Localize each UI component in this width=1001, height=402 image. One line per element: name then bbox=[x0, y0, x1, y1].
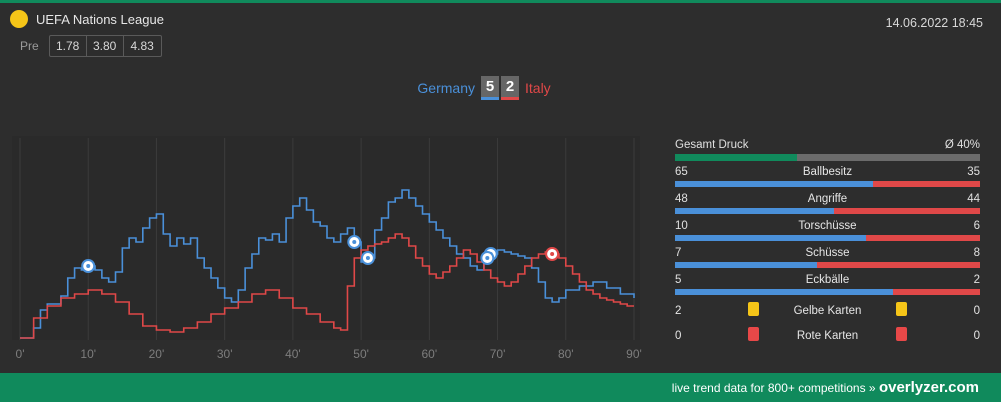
odds-box: 1.78 3.80 4.83 bbox=[48, 35, 162, 57]
away-score: 2 bbox=[501, 76, 519, 100]
x-tick-label: 20' bbox=[149, 347, 165, 361]
stat-away-value: 35 bbox=[967, 166, 980, 178]
x-tick-label: 60' bbox=[422, 347, 438, 361]
goal-ball-center bbox=[485, 256, 490, 260]
footer-text[interactable]: live trend data for 800+ competitions » … bbox=[672, 379, 979, 396]
league-name: UEFA Nations League bbox=[36, 11, 164, 27]
stat-home-value: 48 bbox=[675, 193, 688, 205]
stat-away-value: 8 bbox=[973, 247, 980, 259]
red-card-icon bbox=[748, 327, 759, 341]
yellow-card-icon bbox=[748, 302, 759, 316]
league-header: UEFA Nations League bbox=[10, 10, 164, 28]
stat-bar-home bbox=[675, 289, 893, 295]
odds-label: Pre bbox=[20, 39, 39, 53]
footer-banner[interactable]: live trend data for 800+ competitions » … bbox=[0, 373, 1001, 402]
stat-bar-home bbox=[675, 181, 874, 187]
stat-bar-away bbox=[892, 289, 980, 295]
odds-away[interactable]: 4.83 bbox=[130, 39, 154, 53]
stat-bar-home bbox=[675, 208, 835, 214]
card-away-value: 0 bbox=[973, 305, 980, 317]
stat-row: 10 6 Torschüsse bbox=[675, 219, 980, 246]
x-tick-label: 30' bbox=[217, 347, 233, 361]
goal-ball-center bbox=[86, 264, 91, 268]
scoreboard: Germany 5 2 Italy bbox=[0, 76, 1001, 104]
stat-bar-home bbox=[675, 262, 818, 268]
card-away-value: 0 bbox=[973, 330, 980, 342]
stat-bar bbox=[675, 181, 980, 187]
stat-name: Eckbälle bbox=[805, 274, 850, 286]
stat-home-value: 65 bbox=[675, 166, 688, 178]
away-team-name: Italy bbox=[525, 80, 551, 96]
stat-bar-away bbox=[865, 235, 980, 241]
card-home-value: 0 bbox=[675, 330, 682, 342]
stat-home-value: 7 bbox=[675, 247, 682, 259]
stat-row: 65 35 Ballbesitz bbox=[675, 165, 980, 192]
x-tick-label: 0' bbox=[16, 347, 25, 361]
stat-name: Torschüsse bbox=[798, 220, 857, 232]
stat-bar bbox=[675, 235, 980, 241]
stat-row: 7 8 Schüsse bbox=[675, 246, 980, 273]
stat-bar-away bbox=[834, 208, 980, 214]
card-home-value: 2 bbox=[675, 305, 682, 317]
stat-home-value: 10 bbox=[675, 220, 688, 232]
goal-ball-center bbox=[365, 256, 370, 260]
stat-bar-away bbox=[873, 181, 980, 187]
x-tick-label: 10' bbox=[80, 347, 96, 361]
trend-chart: 0' 10' 20' 30' 40' 50' 60' 70' 80' 90' bbox=[12, 136, 642, 361]
stat-bar bbox=[675, 208, 980, 214]
stat-bar-home bbox=[675, 235, 866, 241]
stat-name: Angriffe bbox=[807, 193, 848, 205]
stat-bar-away bbox=[817, 262, 980, 268]
odds-home[interactable]: 1.78 bbox=[50, 36, 87, 56]
stat-row: 5 2 Eckbälle bbox=[675, 273, 980, 300]
stat-bar bbox=[675, 289, 980, 295]
goal-ball-center bbox=[550, 252, 555, 256]
odds-draw[interactable]: 3.80 bbox=[87, 36, 124, 56]
card-row: 0 Rote Karten 0 bbox=[675, 325, 980, 350]
pressure-value: Ø 40% bbox=[944, 139, 980, 151]
pressure-label: Gesamt Druck bbox=[675, 139, 749, 151]
match-datetime: 14.06.2022 18:45 bbox=[885, 16, 983, 30]
footer-tagline: live trend data for 800+ competitions » bbox=[671, 381, 876, 395]
card-row: 2 Gelbe Karten 0 bbox=[675, 300, 980, 325]
x-tick-label: 70' bbox=[490, 347, 506, 361]
x-tick-label: 50' bbox=[353, 347, 369, 361]
home-team-name: Germany bbox=[417, 80, 475, 96]
pressure-fill bbox=[675, 154, 797, 161]
stat-row: 48 44 Angriffe bbox=[675, 192, 980, 219]
footer-brand: overlyzer.com bbox=[878, 379, 979, 396]
stat-bar bbox=[675, 262, 980, 268]
top-accent-line bbox=[0, 0, 1001, 3]
league-icon bbox=[10, 10, 28, 28]
pre-match-odds: Pre 1.78 3.80 4.83 bbox=[20, 35, 162, 57]
card-label: Rote Karten bbox=[796, 330, 859, 342]
goal-ball-center bbox=[352, 240, 357, 244]
home-score: 5 bbox=[481, 76, 499, 100]
stat-home-value: 5 bbox=[675, 274, 682, 286]
card-label: Gelbe Karten bbox=[793, 305, 862, 317]
x-tick-label: 90' bbox=[626, 347, 642, 361]
chart-area bbox=[12, 136, 640, 340]
stat-name: Schüsse bbox=[805, 247, 850, 259]
pressure-row: Gesamt Druck Ø 40% bbox=[675, 138, 980, 165]
x-tick-label: 40' bbox=[285, 347, 301, 361]
yellow-card-icon bbox=[896, 302, 907, 316]
stat-away-value: 44 bbox=[967, 193, 980, 205]
series-line-germany bbox=[20, 189, 635, 339]
pressure-bar bbox=[675, 154, 980, 161]
x-tick-label: 80' bbox=[558, 347, 574, 361]
stat-name: Ballbesitz bbox=[802, 166, 853, 178]
red-card-icon bbox=[896, 327, 907, 341]
stat-away-value: 6 bbox=[973, 220, 980, 232]
stat-away-value: 2 bbox=[973, 274, 980, 286]
stats-panel: Gesamt Druck Ø 40% 65 35 Ballbesitz 48 44 Ang… bbox=[675, 138, 980, 350]
